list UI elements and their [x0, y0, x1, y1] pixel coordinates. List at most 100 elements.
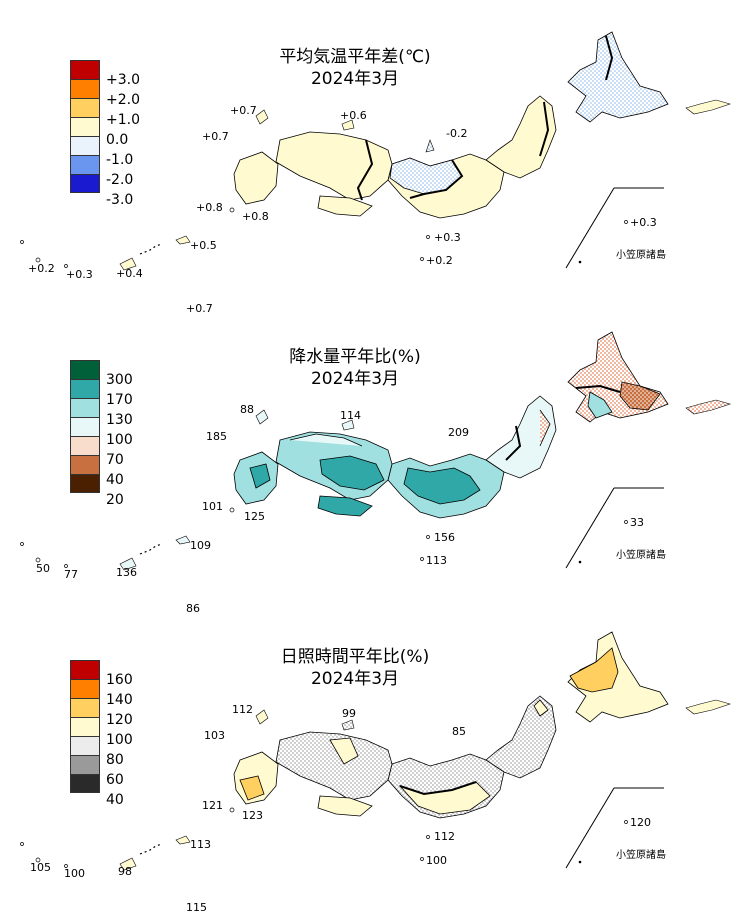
legend-label: 160	[106, 672, 133, 688]
legend-label: -1.0	[106, 152, 134, 168]
station-value: 115	[186, 901, 207, 914]
station-value: -0.2	[446, 127, 468, 140]
temperature-panel: 平均気温平年差(℃) 2024年3月 +3.0 +2.0 +1.0 0.0 -1…	[0, 0, 750, 315]
japan-map	[20, 631, 732, 871]
station-value: 85	[452, 725, 466, 738]
station-value: 125	[244, 510, 265, 523]
shikoku-region	[317, 195, 373, 217]
inset-label: 小笠原諸島	[616, 550, 666, 561]
station-value: 114	[340, 409, 361, 422]
legend-swatch	[70, 155, 100, 174]
station-value: +0.7	[186, 302, 213, 315]
station-value: 100	[426, 854, 447, 867]
station-value: 113	[190, 838, 211, 851]
station-value: 113	[426, 554, 447, 567]
station-value: 88	[240, 403, 254, 416]
legend-swatch	[70, 698, 100, 717]
japan-map	[20, 31, 732, 271]
station-value: 112	[232, 703, 253, 716]
station-value: +0.8	[196, 201, 223, 214]
legend-label: 60	[106, 772, 124, 788]
legend-swatch	[70, 117, 100, 136]
legend-swatch	[70, 417, 100, 436]
station-value: 98	[118, 865, 132, 878]
station-value: 105	[30, 861, 51, 874]
legend-swatch	[70, 436, 100, 455]
legend-label: 170	[106, 392, 133, 408]
map-title: 降水量平年比(%)	[289, 347, 421, 367]
legend-label: +2.0	[106, 92, 140, 108]
map-title: 日照時間平年比(%)	[280, 647, 430, 667]
station-value: 86	[186, 602, 200, 615]
station-value: 99	[342, 707, 356, 720]
tohoku-region	[485, 395, 557, 479]
legend-swatch	[70, 660, 100, 679]
legend-swatch	[70, 360, 100, 379]
legend-swatch	[70, 774, 100, 793]
legend	[70, 360, 100, 493]
station-value: 209	[448, 426, 469, 439]
japan-map	[20, 331, 732, 571]
map-subtitle: 2024年3月	[310, 369, 400, 389]
legend	[70, 60, 100, 193]
legend-label: 20	[106, 492, 124, 508]
legend-label: 40	[106, 792, 124, 808]
legend-label: 100	[106, 432, 133, 448]
legend-swatch	[70, 60, 100, 79]
station-value: 50	[36, 562, 50, 575]
legend	[70, 660, 100, 793]
station-value: 101	[202, 500, 223, 513]
station-value: 156	[434, 531, 455, 544]
legend-swatch	[70, 98, 100, 117]
station-value: +0.4	[116, 267, 143, 280]
station-value: +0.6	[340, 109, 367, 122]
legend-label: +1.0	[106, 112, 140, 128]
hokkaido-region	[567, 31, 669, 123]
station-value: +0.7	[202, 130, 229, 143]
station-value: 112	[434, 830, 455, 843]
legend-swatch	[70, 755, 100, 774]
legend-swatch	[70, 379, 100, 398]
station-value: 100	[64, 867, 85, 880]
map-subtitle: 2024年3月	[310, 69, 400, 89]
station-value: 185	[206, 430, 227, 443]
station-value: 33	[630, 516, 644, 529]
station-value: +0.3	[434, 231, 461, 244]
map-subtitle: 2024年3月	[310, 669, 400, 689]
station-value: 120	[630, 816, 651, 829]
station-value: 77	[64, 568, 78, 581]
sunshine-panel: 日照時間平年比(%) 2024年3月 160 140 120 100 80 60…	[0, 600, 750, 914]
legend-label: 120	[106, 712, 133, 728]
legend-label: 100	[106, 732, 133, 748]
inset-label: 小笠原諸島	[616, 250, 666, 261]
legend-label: 130	[106, 412, 133, 428]
shikoku-region	[317, 495, 373, 517]
station-value: 109	[190, 539, 211, 552]
legend-label: 0.0	[106, 132, 129, 148]
station-value: +0.3	[66, 268, 93, 281]
station-value: +0.2	[28, 262, 55, 275]
station-value: 136	[116, 566, 137, 579]
station-value: 121	[202, 799, 223, 812]
legend-label: 40	[106, 472, 124, 488]
legend-swatch	[70, 136, 100, 155]
legend-swatch	[70, 474, 100, 493]
legend-swatch	[70, 79, 100, 98]
legend-label: 300	[106, 372, 133, 388]
legend-swatch	[70, 679, 100, 698]
legend-label: 70	[106, 452, 124, 468]
shikoku-region	[317, 795, 373, 817]
station-value: +0.2	[426, 254, 453, 267]
station-value: +0.5	[190, 239, 217, 252]
legend-swatch	[70, 455, 100, 474]
legend-label: -3.0	[106, 192, 134, 208]
station-value: +0.3	[630, 216, 657, 229]
chugoku-kinki-region	[275, 731, 393, 801]
station-value: +0.8	[242, 210, 269, 223]
precipitation-panel: 降水量平年比(%) 2024年3月 300 170 130 100 70 40 …	[0, 300, 750, 615]
legend-label: 80	[106, 752, 124, 768]
hokkaido-region	[567, 331, 669, 423]
legend-swatch	[70, 174, 100, 193]
legend-label: +3.0	[106, 72, 140, 88]
station-value: 103	[204, 729, 225, 742]
